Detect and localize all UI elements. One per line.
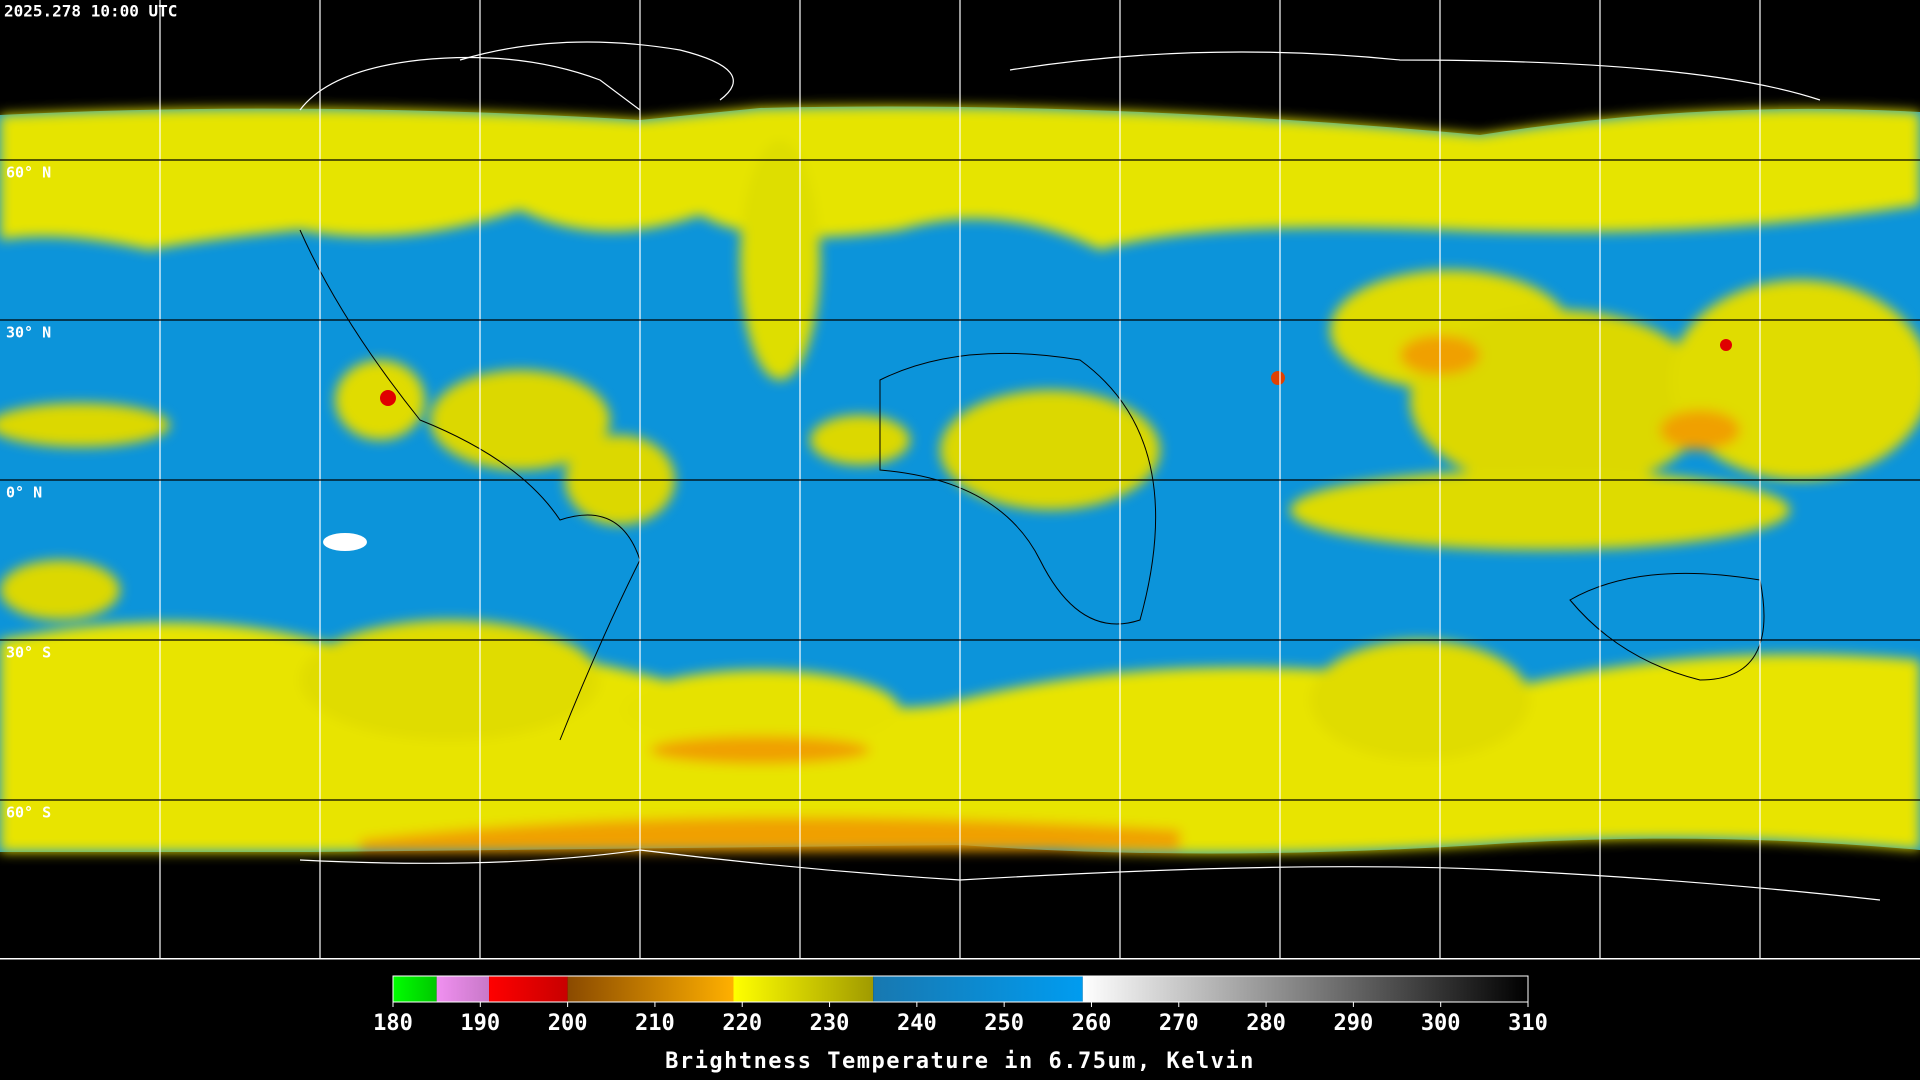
lat-label: 60° N bbox=[6, 164, 51, 182]
colorbar: 180 190 200 210 220 230 240 250 260 270 280 290 300 3… bbox=[373, 975, 1548, 1036]
land-outlines bbox=[299, 229, 1765, 741]
colorbar-segment bbox=[567, 976, 734, 1002]
colorbar-segment bbox=[436, 976, 490, 1002]
colorbar-tick-label: 260 bbox=[1072, 1011, 1112, 1036]
colorbar-tick-label: 180 bbox=[373, 1011, 413, 1036]
colorbar-tick-label: 190 bbox=[460, 1011, 500, 1036]
storm-core bbox=[380, 390, 396, 406]
colorbar-tick-label: 250 bbox=[984, 1011, 1024, 1036]
colorbar-segment bbox=[489, 976, 568, 1002]
colorbar-tick-label: 200 bbox=[548, 1011, 588, 1036]
storm-core bbox=[1271, 371, 1285, 385]
colorbar-title: Brightness Temperature in 6.75um, Kelvin bbox=[665, 1049, 1255, 1074]
lat-label: 30° N bbox=[6, 324, 51, 342]
colorbar-segment bbox=[1082, 976, 1528, 1002]
colorbar-tick-label: 240 bbox=[897, 1011, 937, 1036]
colorbar-tick-label: 280 bbox=[1246, 1011, 1286, 1036]
colorbar-tick-label: 310 bbox=[1508, 1011, 1548, 1036]
lat-label: 0° N bbox=[6, 484, 42, 502]
graticule: 60° N 30° N 0° N 30° S 60° S bbox=[6, 0, 1761, 958]
colorbar-segment bbox=[873, 976, 1083, 1002]
colorbar-segment bbox=[733, 976, 874, 1002]
colorbar-frame bbox=[392, 975, 1529, 1003]
lat-label: 60° S bbox=[6, 804, 51, 822]
colorbar-tick-label: 230 bbox=[810, 1011, 850, 1036]
timestamp: 2025.278 10:00 UTC bbox=[4, 2, 177, 21]
colorbar-tick-label: 300 bbox=[1421, 1011, 1461, 1036]
colorbar-tick-label: 290 bbox=[1334, 1011, 1374, 1036]
colorbar-tick-label: 270 bbox=[1159, 1011, 1199, 1036]
map-border bbox=[0, 958, 1920, 960]
storm-core bbox=[1720, 339, 1732, 351]
lat-label: 30° S bbox=[6, 644, 51, 662]
warm-spot bbox=[323, 533, 367, 551]
colorbar-tick-label: 210 bbox=[635, 1011, 675, 1036]
colorbar-tick-label: 220 bbox=[722, 1011, 762, 1036]
colorbar-segment bbox=[393, 976, 437, 1002]
coastlines bbox=[299, 41, 1881, 901]
